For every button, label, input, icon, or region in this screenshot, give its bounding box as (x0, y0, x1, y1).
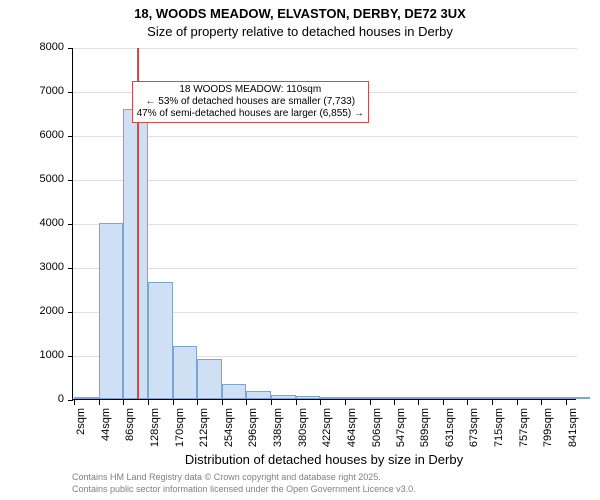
histogram-bar (148, 282, 173, 399)
x-tick (123, 400, 124, 405)
x-tick-label: 212sqm (198, 408, 210, 458)
annotation-line: ← 53% of detached houses are smaller (7,… (137, 96, 364, 108)
histogram-bar (197, 359, 222, 399)
x-tick (296, 400, 297, 405)
y-gridline (73, 224, 577, 225)
histogram-bar (271, 395, 296, 399)
histogram-bar (370, 397, 395, 399)
x-tick (197, 400, 198, 405)
y-tick-label: 2000 (24, 305, 64, 317)
x-tick-label: 296sqm (247, 408, 259, 458)
histogram-bar (467, 397, 492, 399)
histogram-bar (123, 109, 148, 399)
x-tick (443, 400, 444, 405)
footer-line-1: Contains HM Land Registry data © Crown c… (72, 472, 381, 482)
x-tick-label: 715sqm (493, 408, 505, 458)
x-tick-label: 86sqm (124, 408, 136, 458)
x-tick-label: 799sqm (542, 408, 554, 458)
y-tick (68, 180, 73, 181)
histogram-bar (566, 397, 591, 399)
x-tick-label: 422sqm (321, 408, 333, 458)
x-tick (517, 400, 518, 405)
x-tick (246, 400, 247, 405)
x-tick (418, 400, 419, 405)
x-tick-label: 841sqm (567, 408, 579, 458)
annotation-line: 18 WOODS MEADOW: 110sqm (137, 84, 364, 96)
y-tick-label: 7000 (24, 85, 64, 97)
x-tick (467, 400, 468, 405)
x-tick (320, 400, 321, 405)
chart-title-main: 18, WOODS MEADOW, ELVASTON, DERBY, DE72 … (0, 6, 600, 21)
x-tick-label: 631sqm (444, 408, 456, 458)
x-tick-label: 547sqm (395, 408, 407, 458)
x-tick-label: 464sqm (346, 408, 358, 458)
y-gridline (73, 180, 577, 181)
x-tick-label: 673sqm (468, 408, 480, 458)
x-tick (148, 400, 149, 405)
histogram-bar (541, 397, 566, 399)
y-gridline (73, 136, 577, 137)
histogram-bar (443, 397, 468, 399)
x-tick-label: 254sqm (223, 408, 235, 458)
y-tick (68, 136, 73, 137)
histogram-bar (517, 397, 542, 399)
y-tick-label: 3000 (24, 261, 64, 273)
y-tick (68, 92, 73, 93)
y-gridline (73, 268, 577, 269)
x-tick-label: 128sqm (149, 408, 161, 458)
y-gridline (73, 48, 577, 49)
y-tick (68, 224, 73, 225)
x-tick (394, 400, 395, 405)
annotation-line: 47% of semi-detached houses are larger (… (137, 108, 364, 120)
y-tick-label: 0 (24, 393, 64, 405)
y-tick-label: 6000 (24, 129, 64, 141)
histogram-bar (296, 396, 321, 399)
histogram-bar (394, 397, 419, 399)
y-tick-label: 5000 (24, 173, 64, 185)
y-tick (68, 48, 73, 49)
x-tick (345, 400, 346, 405)
histogram-bar (320, 397, 345, 399)
x-tick-label: 2sqm (75, 408, 87, 458)
y-tick (68, 356, 73, 357)
x-tick-label: 338sqm (272, 408, 284, 458)
histogram-bar (74, 397, 99, 399)
x-tick (271, 400, 272, 405)
histogram-bar (418, 397, 443, 399)
y-tick-label: 4000 (24, 217, 64, 229)
x-tick-label: 757sqm (518, 408, 530, 458)
x-tick (370, 400, 371, 405)
histogram-bar (99, 223, 124, 399)
footer-line-2: Contains public sector information licen… (72, 484, 416, 494)
x-tick-label: 380sqm (297, 408, 309, 458)
y-tick-label: 8000 (24, 41, 64, 53)
histogram-bar (246, 391, 271, 399)
x-tick (222, 400, 223, 405)
y-tick (68, 312, 73, 313)
histogram-bar (173, 346, 198, 399)
histogram-bar (492, 397, 517, 399)
x-tick (492, 400, 493, 405)
x-tick (173, 400, 174, 405)
x-tick (566, 400, 567, 405)
y-tick (68, 268, 73, 269)
x-tick (99, 400, 100, 405)
x-tick-label: 506sqm (371, 408, 383, 458)
y-tick-label: 1000 (24, 349, 64, 361)
y-tick (68, 400, 73, 401)
chart-title-sub: Size of property relative to detached ho… (0, 24, 600, 39)
plot-area: 18 WOODS MEADOW: 110sqm← 53% of detached… (72, 48, 576, 400)
x-tick (541, 400, 542, 405)
histogram-bar (345, 397, 370, 399)
x-tick-label: 44sqm (100, 408, 112, 458)
annotation-box: 18 WOODS MEADOW: 110sqm← 53% of detached… (132, 81, 369, 123)
x-tick-label: 589sqm (419, 408, 431, 458)
x-tick (74, 400, 75, 405)
histogram-bar (222, 384, 247, 399)
x-tick-label: 170sqm (174, 408, 186, 458)
